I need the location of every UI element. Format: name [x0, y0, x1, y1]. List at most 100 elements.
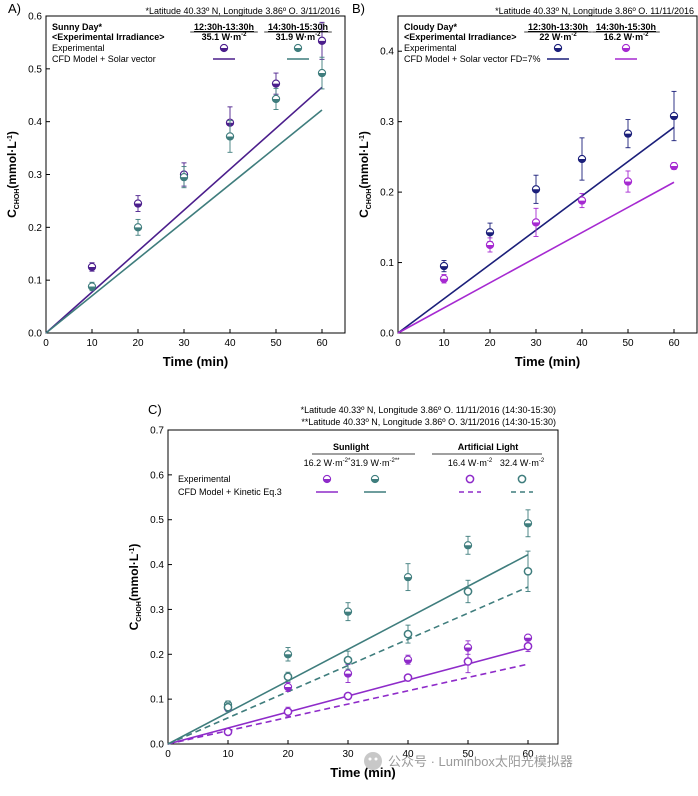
legend-marker [621, 43, 631, 53]
legend-marker [553, 43, 563, 53]
y-axis-label-units: (mmol·L [357, 141, 371, 188]
y-tick-label: 0.0 [150, 740, 164, 751]
watermark-logo-eye [374, 757, 378, 761]
series-1 [87, 56, 327, 292]
data-point [485, 228, 495, 237]
y-tick-label: 0.3 [380, 117, 394, 128]
data-point-fill [284, 654, 292, 658]
x-tick-label: 20 [132, 338, 144, 349]
data-point [523, 641, 533, 651]
data-point-fill [524, 523, 532, 527]
x-axis-label: Time (min) [515, 354, 581, 369]
legend-col-irradiance-sup: -2 [643, 32, 649, 38]
series-1 [223, 509, 533, 709]
legend-col-irradiance-main: 22 W·m [539, 32, 571, 42]
data-point-fill [532, 222, 540, 226]
x-tick-label: 10 [438, 338, 450, 349]
legend-col-irradiance: 22 W·m-2 [539, 32, 577, 42]
legend-col-irradiance-sup: -2 [241, 32, 247, 38]
y-tick-label: 0.0 [28, 329, 42, 340]
data-point [133, 199, 143, 208]
data-point-fill [440, 278, 448, 283]
panel-header: *Latitude 40.33º N, Longitude 3.86º O. 3… [145, 6, 340, 16]
y-axis-label-sup: -1 [359, 135, 366, 141]
series-3 [223, 550, 533, 713]
y-tick-label: 0.2 [150, 650, 164, 661]
watermark-logo-eye [368, 757, 372, 761]
x-tick-label: 0 [395, 338, 401, 349]
watermark-text: 公众号 · Luminbox太阳光模拟器 [388, 754, 573, 769]
x-tick-label: 50 [270, 338, 282, 349]
data-point [271, 79, 281, 88]
data-point [87, 262, 97, 272]
panel-2: 0 10 20 30 40 50 60 0.0 0.1 0.2 0.3 0.4 0.5 0.6 0.7 Tim… [127, 402, 559, 780]
data-point [623, 129, 633, 138]
data-point-fill [404, 577, 412, 581]
data-point-fill [226, 136, 234, 141]
legend-label-experimental: Experimental [404, 43, 457, 53]
y-tick-label: 0.4 [28, 117, 42, 128]
data-point [283, 707, 293, 717]
y-axis-label-sub: CHOH [14, 189, 21, 210]
data-point-fill [578, 159, 586, 163]
legend-marker [370, 474, 380, 484]
data-point [463, 657, 473, 666]
x-axis-label: Time (min) [330, 765, 396, 780]
model-line-1 [45, 109, 323, 334]
legend-col-irradiance-main: 16.2 W·m [604, 32, 644, 42]
legend-col-irradiance-main: 16.2 W·m [304, 458, 343, 468]
series-1 [439, 161, 679, 284]
y-tick-label: 0.3 [150, 605, 164, 616]
x-tick-label: 30 [342, 749, 354, 760]
data-point-fill [404, 659, 412, 664]
legend-subtitle: <Experimental Irradiance> [404, 32, 517, 42]
data-point [283, 682, 293, 692]
plot-frame [167, 429, 559, 745]
legend-col-irradiance-sup: -2* [343, 458, 351, 464]
data-point [577, 196, 587, 205]
legend-label-model: CFD Model + Solar vector [52, 54, 156, 64]
data-point [403, 655, 413, 664]
data-point-fill [134, 203, 142, 208]
data-point [317, 36, 327, 45]
data-point [223, 727, 233, 737]
model-line-1 [167, 553, 529, 745]
legend-label-experimental: Experimental [52, 43, 105, 53]
data-point [531, 185, 541, 194]
y-tick-label: 0.5 [28, 64, 42, 75]
model-line-3 [167, 586, 529, 745]
watermark: 公众号 · Luminbox太阳光模拟器 [364, 752, 573, 770]
data-point-fill [464, 545, 472, 549]
data-point [439, 261, 449, 271]
legend-marker-fill [294, 48, 302, 52]
legend-col-irradiance-main: 31.9 W·m [276, 32, 316, 42]
data-point [523, 566, 533, 576]
data-point [343, 691, 353, 701]
legend-marker [465, 474, 475, 484]
watermark-logo-icon [364, 752, 382, 770]
data-point [531, 218, 541, 227]
y-tick-label: 0.4 [380, 47, 394, 58]
data-point [463, 587, 473, 596]
x-tick-label: 20 [282, 749, 294, 760]
panel-header-2: **Latitude 40.33º N, Longitude 3.86º O. … [301, 417, 556, 427]
data-point-fill [344, 611, 352, 616]
legend-marker-fill [220, 48, 228, 52]
data-point-fill [440, 266, 448, 270]
x-tick-label: 50 [622, 338, 634, 349]
legend-col-irradiance: 16.2 W·m-2 [604, 32, 650, 42]
data-point-fill [532, 189, 540, 193]
legend-0: Sunny Day*<Experimental Irradiance>Exper… [52, 22, 332, 64]
data-point [577, 154, 587, 164]
y-tick-label: 0.1 [150, 695, 164, 706]
panel-header: *Latitude 40.33º N, Longitude 3.86º O. 1… [301, 405, 556, 415]
legend-col-irradiance-sup: -2 [539, 458, 545, 464]
legend-marker-fill [622, 48, 630, 52]
y-axis-label-main: C [357, 209, 371, 218]
x-tick-label: 30 [530, 338, 542, 349]
y-axis-label-sup: -1 [129, 547, 136, 553]
data-point-fill [134, 227, 142, 231]
data-point [223, 702, 233, 712]
